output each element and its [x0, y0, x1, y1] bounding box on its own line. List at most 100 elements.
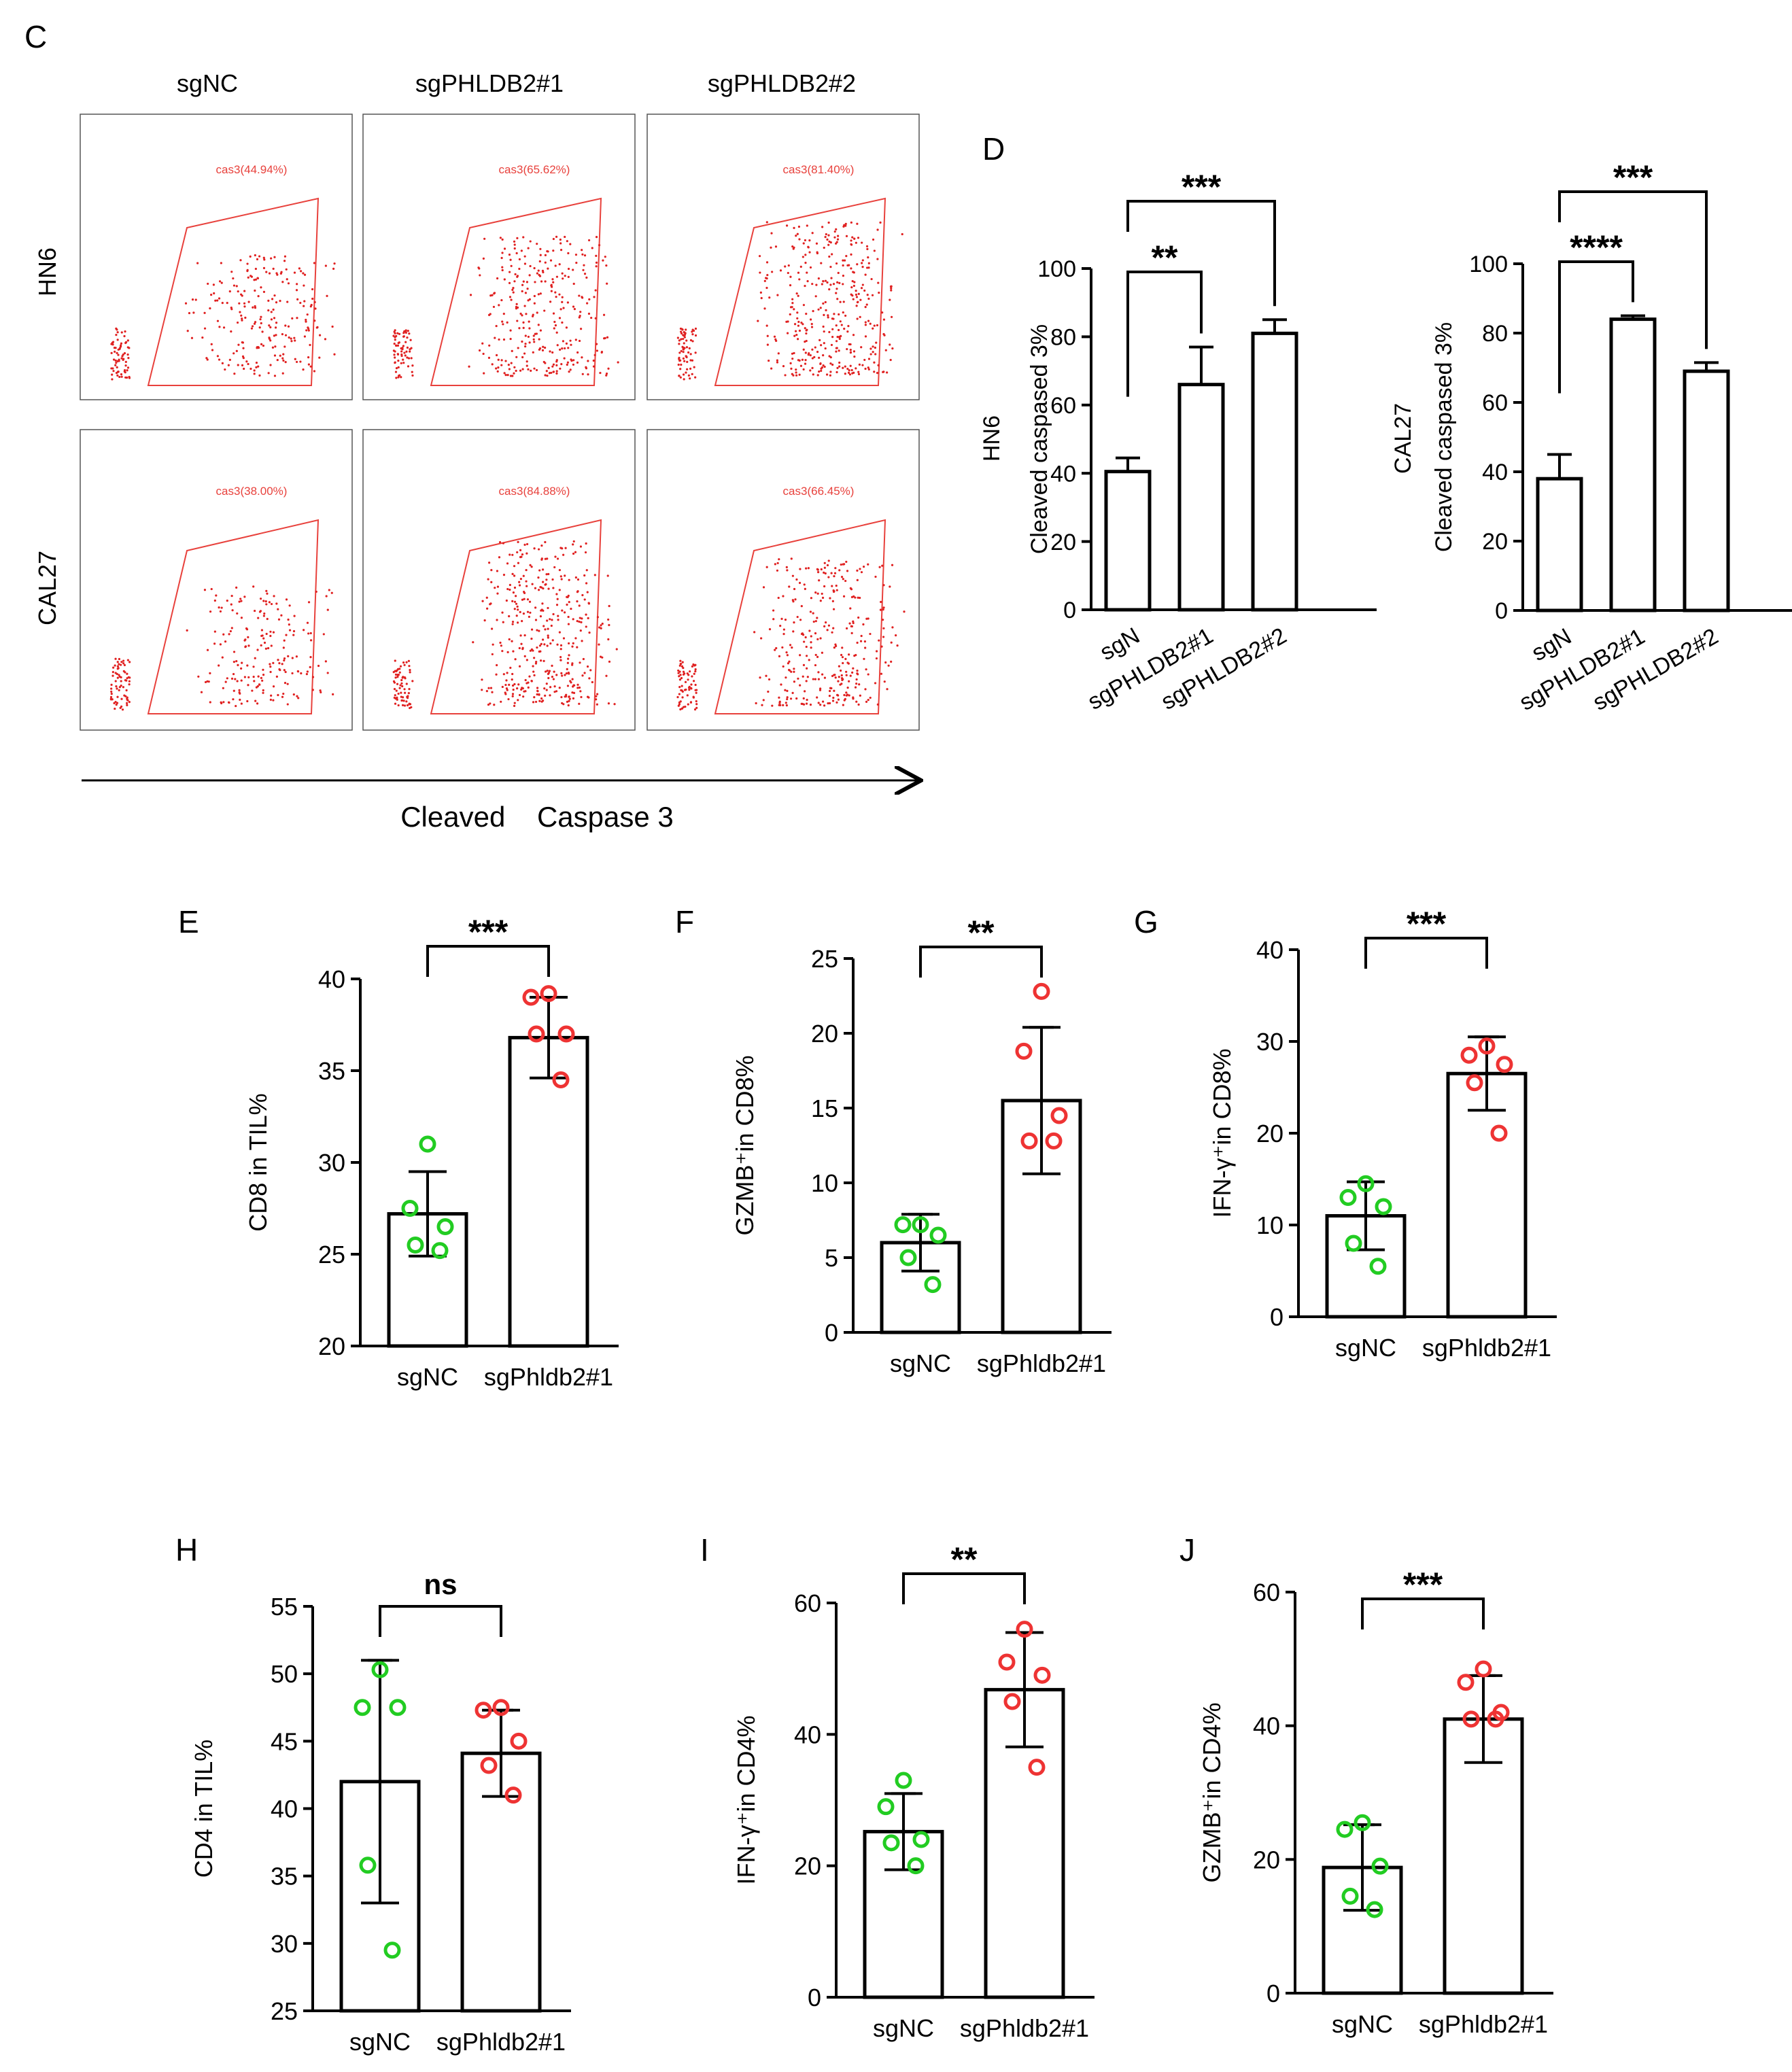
event-dot [562, 553, 565, 556]
event-dot [537, 548, 540, 551]
event-dot [576, 361, 579, 364]
event-dot [789, 669, 791, 672]
event-dot [890, 287, 893, 290]
event-dot [826, 564, 829, 567]
event-dot [781, 646, 784, 649]
x-tick-label: sgN [1528, 623, 1576, 666]
event-dot [536, 646, 538, 649]
event-dot [270, 318, 273, 321]
event-dot [595, 254, 598, 257]
event-dot [855, 305, 858, 307]
event-dot [559, 348, 562, 351]
event-dot [512, 688, 515, 691]
event-dot [811, 283, 814, 286]
event-dot [831, 585, 833, 587]
event-dot [811, 366, 814, 369]
event-dot [776, 361, 779, 364]
event-dot [220, 701, 222, 704]
event-dot [789, 697, 793, 700]
event-dot [681, 328, 684, 331]
gate-label: cas3(81.40%) [783, 163, 855, 176]
event-dot [837, 698, 840, 701]
event-dot [578, 702, 581, 705]
event-dot [216, 320, 220, 322]
event-dot [617, 361, 619, 364]
event-dot [495, 353, 498, 357]
event-dot [852, 298, 855, 300]
event-dot [864, 688, 867, 691]
event-dot [486, 607, 489, 610]
significance-label: *** [468, 913, 509, 951]
event-dot [805, 680, 808, 683]
event-dot [232, 277, 235, 280]
event-dot [678, 670, 681, 673]
event-dot [212, 283, 215, 286]
event-dot [534, 606, 537, 609]
event-dot [875, 650, 878, 653]
event-dot [485, 596, 488, 599]
event-dot [403, 330, 406, 332]
event-dot [551, 664, 553, 668]
event-dot [259, 598, 262, 600]
event-dot [262, 290, 266, 294]
event-dot [845, 235, 848, 237]
data-point [407, 1237, 424, 1254]
event-dot [694, 334, 697, 337]
event-dot [305, 318, 307, 322]
event-dot [117, 353, 120, 356]
y-tick-label: 100 [1469, 252, 1508, 277]
event-dot [541, 602, 544, 605]
event-dot [260, 286, 262, 289]
event-dot [516, 551, 519, 554]
event-dot [402, 362, 405, 364]
event-dot [254, 267, 257, 271]
event-dot [816, 568, 819, 570]
event-dot [859, 315, 861, 318]
event-dot [538, 644, 542, 647]
significance-bracket [1364, 937, 1488, 969]
event-dot [762, 699, 765, 702]
event-dot [523, 305, 526, 307]
x-tick-label: sgPhldb2#1 [960, 2014, 1089, 2042]
event-dot [837, 271, 840, 275]
event-dot [332, 693, 334, 695]
event-dot [555, 235, 558, 238]
event-dot [864, 321, 867, 324]
event-dot [680, 349, 683, 353]
event-dot [806, 698, 808, 702]
event-dot [396, 676, 399, 678]
event-dot [687, 374, 690, 377]
event-dot [831, 317, 834, 320]
event-dot [778, 702, 781, 704]
event-dot [826, 281, 829, 284]
event-dot [283, 659, 286, 662]
event-dot [841, 656, 844, 659]
event-dot [808, 629, 811, 632]
event-dot [782, 633, 785, 636]
event-dot [394, 370, 398, 373]
event-dot [511, 640, 513, 642]
event-dot [800, 604, 803, 608]
event-dot [410, 706, 413, 709]
event-dot [867, 320, 870, 322]
event-dot [123, 334, 126, 338]
event-dot [406, 356, 409, 359]
event-dot [286, 683, 289, 685]
event-dot [231, 609, 234, 612]
event-dot [557, 615, 559, 617]
event-dot [111, 341, 115, 343]
event-dot [786, 569, 789, 572]
event-dot [683, 360, 686, 362]
event-dot [798, 278, 801, 281]
event-dot [794, 330, 797, 332]
event-dot [513, 600, 517, 603]
event-dot [396, 344, 400, 347]
event-dot [594, 289, 597, 292]
event-dot [192, 311, 195, 314]
event-dot [817, 308, 820, 311]
event-dot [804, 636, 807, 639]
panel-letter: H [175, 1532, 198, 1568]
event-dot [536, 311, 538, 314]
event-dot [293, 271, 296, 274]
event-dot [785, 651, 788, 654]
